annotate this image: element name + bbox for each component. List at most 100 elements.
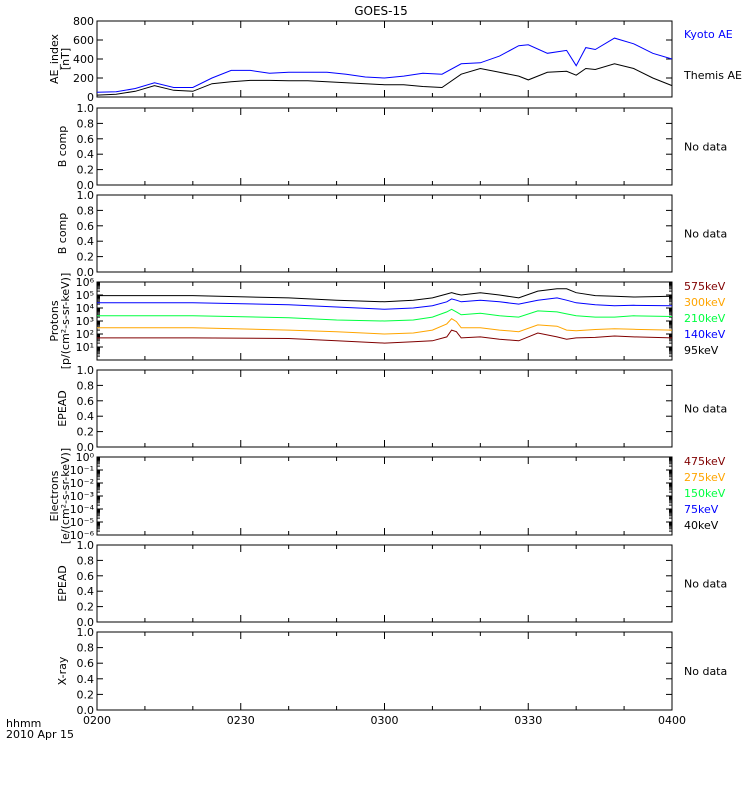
y-axis-label: [nT] [59,48,72,70]
y-tick-label: 10⁶ [76,276,95,289]
y-tick-label: 0.4 [77,585,95,598]
panel-1: 0 200 400 600 800 AE_index[nT] Kyoto AE Themis … [48,15,742,104]
y-tick-label: 200 [73,72,94,85]
x-tick-label: 0330 [514,714,542,727]
y-tick-label: 0.8 [77,204,95,217]
series-themis-ae [96,63,673,96]
y-tick-label: 1.0 [77,102,95,115]
series-95kev [97,288,673,303]
y-tick-label: 10⁻⁴ [70,503,95,516]
y-tick-label: 1.0 [77,626,95,639]
y-tick-label: 400 [73,53,94,66]
x-tick-label: 0300 [371,714,399,727]
legend-40kev: 40keV [684,519,719,532]
plot-title: GOES-15 [354,4,408,18]
series-575kev [97,329,673,344]
y-tick-label: 10⁻⁵ [70,516,94,529]
series-kyoto-ae [96,37,673,93]
y-tick-label: 0.6 [77,395,95,408]
y-tick-label: 0.2 [77,688,95,701]
y-tick-label: 800 [73,15,94,28]
y-axis-label: [e/(cm²-s-sr-keV)] [59,448,72,544]
x-tick-label: 0200 [83,714,111,727]
y-tick-label: 0.0 [77,616,95,629]
y-tick-label: 1.0 [77,539,95,552]
y-tick-label: 0.8 [77,117,95,130]
y-tick-label: 0.4 [77,148,95,161]
y-tick-label: 1.0 [77,364,95,377]
y-tick-label: 10² [76,328,94,341]
series-210kev [97,308,673,322]
legend-95kev: 95keV [684,344,719,357]
y-tick-label: 0.6 [77,657,95,670]
y-tick-label: 0.8 [77,554,95,567]
y-axis-label: Protons [48,300,61,341]
y-tick-label: 10⁻² [70,477,94,490]
panel-8: 0.0 0.2 0.4 0.6 0.8 1.0 X-ray No data [56,626,727,717]
y-tick-label: 0.0 [77,441,95,454]
panel-5: 0.0 0.2 0.4 0.6 0.8 1.0 EPEAD No data [56,364,727,454]
y-tick-label: 1.0 [77,189,95,202]
panel-frame [96,194,673,273]
y-tick-label: 0.4 [77,410,95,423]
time-format-label: hhmm [6,717,41,730]
y-axis-label: B comp [56,126,69,168]
y-tick-label: 600 [73,34,94,47]
panel-frame [96,544,673,623]
legend-575kev: 575keV [684,280,726,293]
y-tick-label: 0 [87,91,94,104]
y-tick-label: 0.4 [77,235,95,248]
y-tick-label: 0.6 [77,133,95,146]
panel-frame [96,107,673,186]
y-tick-label: 10⁻³ [70,490,94,503]
y-tick-label: 10⁵ [76,289,94,302]
panel-frame [96,20,673,98]
legend-300kev: 300keV [684,296,726,309]
y-tick-label: 10⁻¹ [70,464,94,477]
legend-275kev: 275keV [684,471,726,484]
y-tick-label: 0.8 [77,379,95,392]
y-tick-label: 0.0 [77,704,95,717]
y-tick-label: 10³ [76,315,94,328]
y-axis-label: EPEAD [56,565,69,602]
y-tick-label: 0.4 [77,673,95,686]
y-tick-label: 10⁻⁶ [70,529,95,542]
y-tick-label: 0.0 [77,266,95,279]
y-tick-label: 0.2 [77,164,95,177]
no-data-label: No data [684,141,727,154]
y-axis-label: AE_index [48,33,61,84]
y-tick-label: 0.2 [77,601,95,614]
y-axis-label: B comp [56,213,69,255]
panel-frame [96,631,673,711]
y-axis-label: [p/(cm²-s-sr-keV)] [59,273,72,370]
y-tick-label: 10⁴ [76,302,95,315]
panel-2: 0.0 0.2 0.4 0.6 0.8 1.0 B comp No data [56,102,727,192]
panel-frame [96,369,673,448]
legend-150kev: 150keV [684,487,726,500]
panel-frame [96,456,673,536]
y-axis-label: EPEAD [56,390,69,427]
y-tick-label: 0.6 [77,220,95,233]
panel-7: 0.0 0.2 0.4 0.6 0.8 1.0 EPEAD No data [56,539,727,629]
legend-140kev: 140keV [684,328,726,341]
no-data-label: No data [684,403,727,416]
legend-75kev: 75keV [684,503,719,516]
no-data-label: No data [684,578,727,591]
x-tick-label: 0400 [658,714,686,727]
panel-3: 0.0 0.2 0.4 0.6 0.8 1.0 B comp No data [56,189,727,279]
legend-themis-ae: Themis AE [683,69,742,82]
y-tick-label: 0.8 [77,642,95,655]
y-tick-label: 10⁰ [76,451,95,464]
series-140kev [97,297,673,310]
y-tick-label: 10¹ [76,341,94,354]
x-tick-label: 0230 [227,714,255,727]
y-axis-label: X-ray [56,656,69,685]
y-tick-label: 0.6 [77,570,95,583]
no-data-label: No data [684,665,727,678]
legend-kyoto-ae: Kyoto AE [684,28,733,41]
series-300kev [97,318,673,335]
